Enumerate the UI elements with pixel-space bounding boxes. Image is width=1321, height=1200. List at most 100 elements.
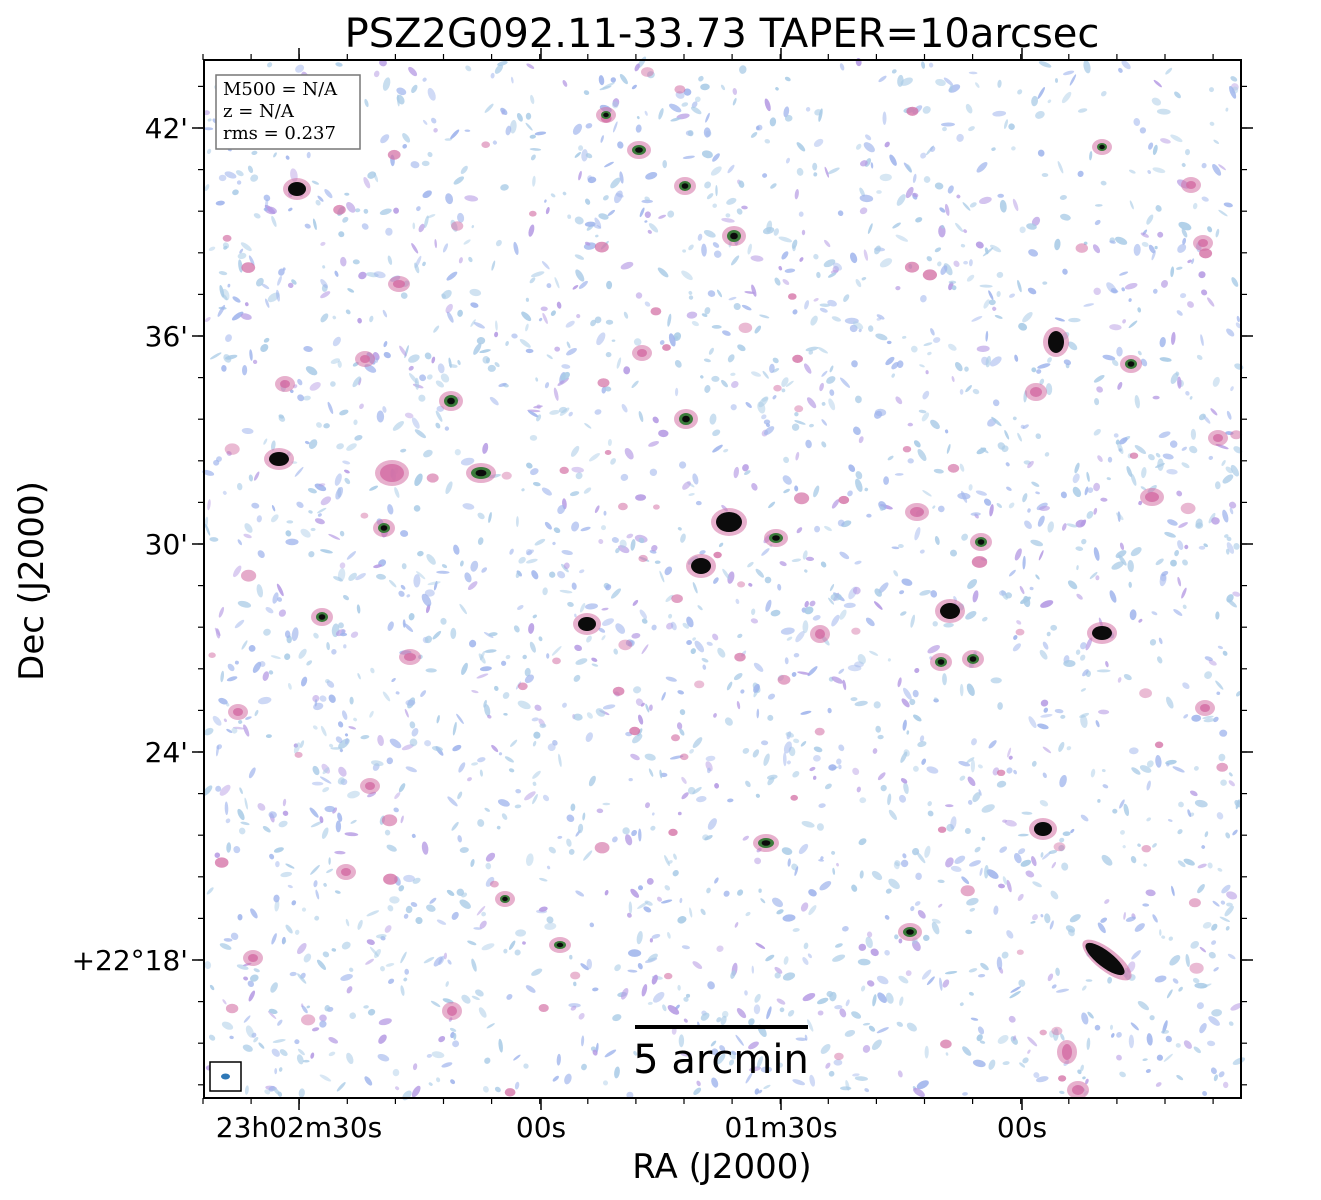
noise-speckle: [425, 604, 431, 614]
noise-speckle: [784, 657, 789, 665]
noise-speckle: [1138, 500, 1143, 506]
noise-speckle: [801, 229, 806, 236]
noise-speckle: [757, 401, 766, 414]
noise-speckle: [408, 613, 415, 621]
noise-speckle: [536, 414, 542, 422]
noise-speckle: [303, 395, 311, 401]
noise-speckle: [335, 820, 342, 833]
noise-speckle: [1201, 289, 1208, 296]
faint-blob: [1015, 628, 1025, 636]
noise-speckle: [1185, 953, 1190, 968]
noise-speckle: [369, 315, 374, 323]
noise-speckle: [1208, 1016, 1220, 1026]
noise-speckle: [1031, 481, 1040, 487]
noise-speckle: [864, 1088, 870, 1093]
noise-speckle: [269, 853, 275, 860]
noise-speckle: [1127, 560, 1134, 573]
faint-blob: [360, 512, 369, 519]
scale-bar: 5 arcmin: [633, 1025, 809, 1083]
noise-speckle: [1216, 691, 1221, 696]
noise-speckle: [571, 466, 584, 473]
noise-speckle: [1172, 978, 1179, 984]
noise-speckle: [772, 368, 780, 373]
noise-speckle: [267, 62, 273, 68]
noise-speckle: [858, 436, 864, 444]
noise-speckle: [273, 1087, 280, 1095]
noise-speckle: [1029, 586, 1034, 591]
noise-speckle: [461, 994, 471, 1004]
noise-speckle: [1117, 381, 1123, 390]
noise-speckle: [285, 863, 295, 869]
noise-speckle: [828, 398, 836, 411]
noise-speckle: [282, 810, 289, 816]
noise-speckle: [1035, 574, 1040, 580]
noise-speckle: [310, 864, 320, 875]
noise-speckle: [639, 609, 648, 620]
noise-speckle: [494, 362, 500, 368]
noise-speckle: [659, 570, 665, 583]
noise-speckle: [763, 753, 770, 766]
noise-speckle: [784, 268, 796, 273]
noise-speckle: [1019, 226, 1026, 234]
noise-speckle: [248, 767, 256, 779]
noise-speckle: [250, 174, 259, 182]
noise-speckle: [586, 635, 592, 643]
noise-speckle: [1028, 249, 1039, 257]
noise-speckle: [677, 527, 682, 531]
noise-speckle: [733, 302, 741, 311]
noise-speckle: [716, 1053, 726, 1065]
noise-speckle: [405, 699, 416, 706]
noise-speckle: [580, 526, 591, 532]
noise-speckle: [782, 914, 796, 922]
noise-speckle: [579, 602, 586, 613]
noise-speckle: [1126, 466, 1133, 477]
noise-speckle: [674, 360, 682, 368]
faint-blob: [1189, 962, 1204, 974]
noise-speckle: [1040, 699, 1049, 707]
noise-speckle: [1123, 911, 1126, 920]
faint-blob: [671, 734, 680, 742]
noise-speckle: [376, 410, 385, 423]
noise-speckle: [1214, 481, 1221, 490]
noise-speckle: [651, 933, 661, 939]
noise-speckle: [819, 307, 828, 313]
noise-speckle: [509, 548, 514, 555]
noise-speckle: [751, 284, 757, 297]
noise-speckle: [821, 441, 827, 448]
noise-speckle: [423, 449, 433, 458]
noise-speckle: [1012, 416, 1017, 421]
noise-speckle: [226, 728, 233, 733]
noise-speckle: [1182, 604, 1187, 610]
noise-speckle: [461, 892, 468, 898]
noise-speckle: [1115, 236, 1128, 245]
faint-blob: [664, 972, 673, 980]
noise-speckle: [800, 710, 812, 715]
noise-speckle: [309, 807, 319, 818]
noise-speckle: [530, 468, 539, 476]
noise-speckle: [937, 261, 942, 267]
noise-speckle: [700, 83, 710, 91]
noise-speckle: [226, 842, 232, 853]
noise-speckle: [739, 65, 747, 74]
noise-speckle: [944, 970, 958, 975]
noise-speckle: [647, 71, 655, 79]
noise-speckle: [305, 366, 318, 376]
noise-speckle: [1086, 510, 1094, 519]
noise-speckle: [667, 210, 675, 218]
noise-speckle: [931, 921, 940, 935]
noise-speckle: [768, 501, 776, 509]
noise-speckle: [562, 191, 567, 196]
noise-speckle: [1039, 378, 1045, 385]
noise-speckle: [344, 192, 350, 196]
noise-speckle: [1113, 433, 1119, 438]
noise-speckle: [1109, 240, 1116, 244]
faint-source: [1186, 181, 1196, 189]
noise-speckle: [861, 277, 867, 281]
noise-speckle: [1210, 1067, 1217, 1075]
noise-speckle: [670, 621, 677, 631]
noise-speckle: [604, 161, 614, 168]
noise-speckle: [858, 328, 862, 333]
noise-speckle: [866, 513, 872, 518]
faint-blob: [713, 551, 722, 559]
noise-speckle: [426, 554, 436, 565]
